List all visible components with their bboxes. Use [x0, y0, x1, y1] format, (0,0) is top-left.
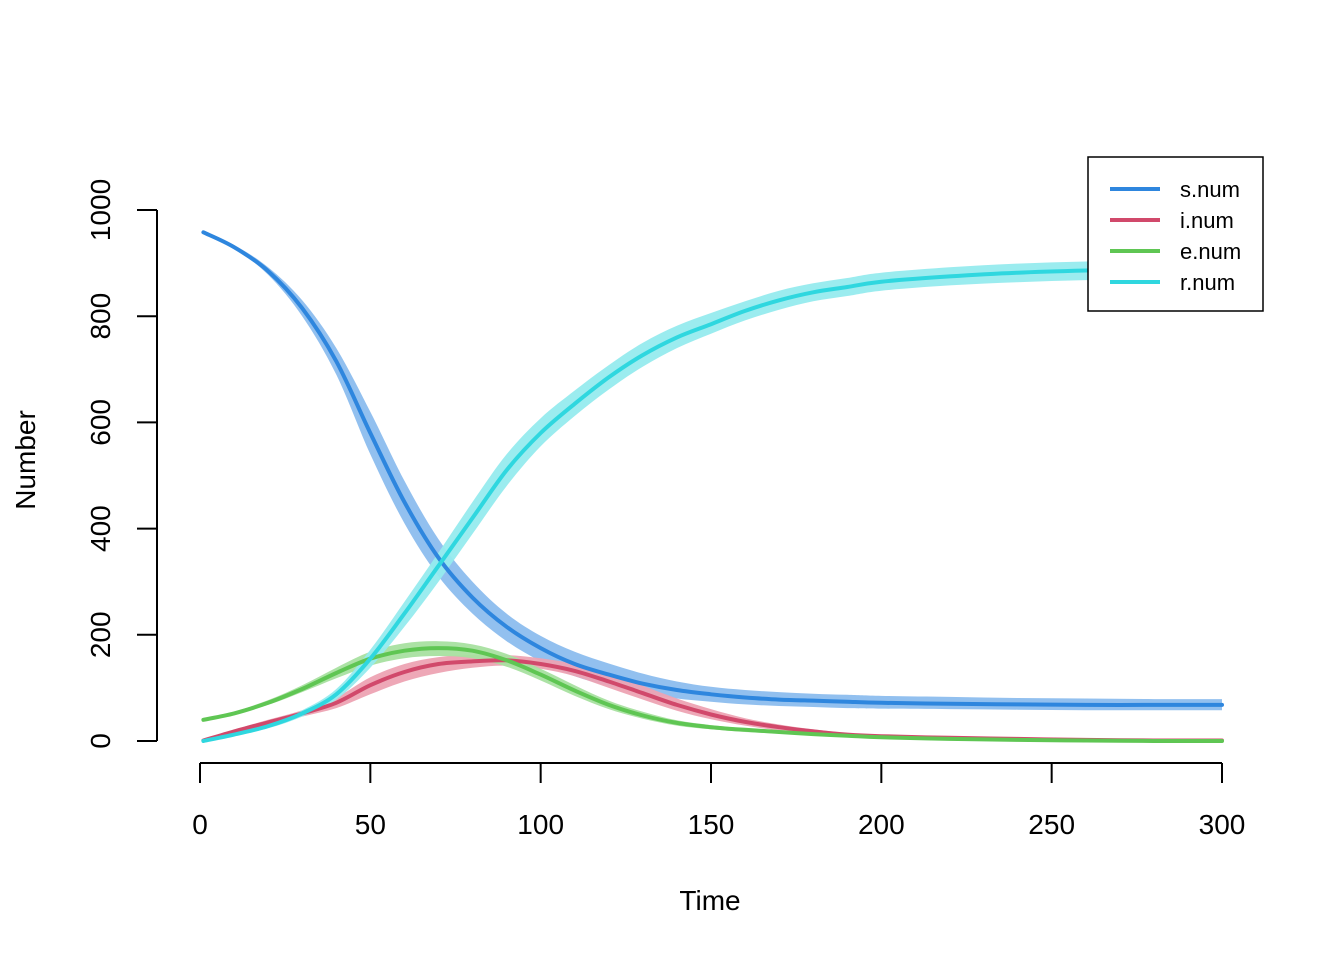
x-tick-label: 100: [517, 809, 564, 840]
legend-label-r-num: r.num: [1180, 270, 1235, 295]
y-tick-label: 200: [85, 611, 116, 658]
x-axis-title: Time: [679, 885, 740, 916]
legend-label-s-num: s.num: [1180, 177, 1240, 202]
x-tick-label: 200: [858, 809, 905, 840]
line-r-num: [201, 266, 1224, 743]
x-tick-label: 0: [192, 809, 208, 840]
legend: s.num i.num e.num r.num: [1087, 156, 1264, 312]
y-axis-title: Number: [10, 410, 41, 510]
confidence-bands: [203, 232, 1222, 742]
legend-label-i-num: i.num: [1180, 208, 1234, 233]
legend-label-e-num: e.num: [1180, 239, 1241, 264]
y-tick-label: 800: [85, 293, 116, 340]
legend-box: [1087, 156, 1264, 312]
y-tick-label: 600: [85, 399, 116, 446]
axes: 0 50 100 150 200 250 300 0 200 400 600 800 1000: [85, 179, 1245, 840]
series-lines: [201, 230, 1224, 744]
x-tick-label: 150: [688, 809, 735, 840]
x-tick-label: 300: [1199, 809, 1246, 840]
y-tick-label: 0: [85, 733, 116, 749]
y-tick-label: 1000: [85, 179, 116, 241]
line-e-num: [201, 646, 1224, 744]
y-tick-label: 400: [85, 505, 116, 552]
band-s-num: [203, 232, 1222, 711]
x-tick-label: 50: [355, 809, 386, 840]
x-tick-label: 250: [1028, 809, 1075, 840]
band-r-num: [203, 258, 1222, 741]
line-s-num: [201, 230, 1224, 707]
